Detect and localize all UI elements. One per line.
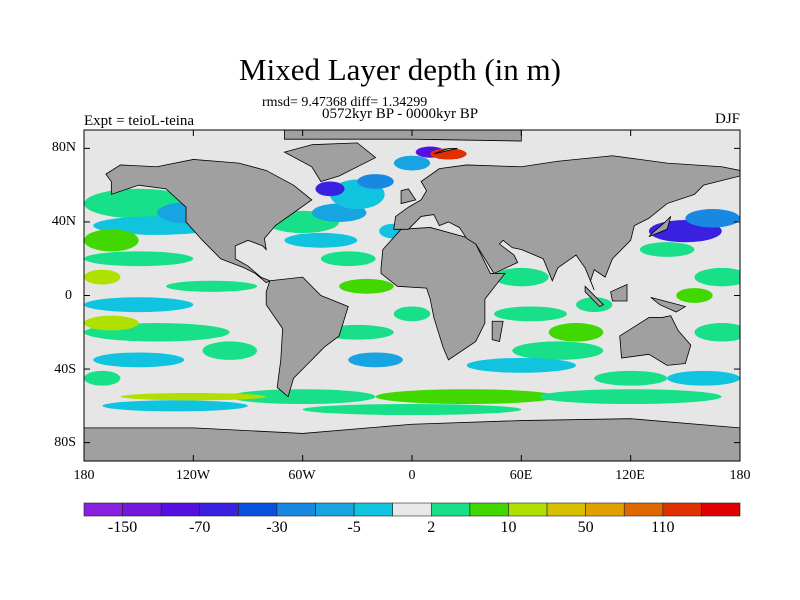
colorbar-box [315,502,355,517]
land-japan [648,216,672,238]
anomaly-patch [202,341,258,360]
colorbar-box [430,502,471,517]
colorbar-box [276,502,316,517]
land-greenland [283,142,377,182]
colorbar-box [238,502,278,517]
anomaly-patch [120,392,267,401]
period-text: 0572kyr BP - 0000kyr BP [322,106,479,122]
y-tick-label: 40N [51,214,76,229]
anomaly-patch [676,288,713,303]
stats-text: rmsd= 9.47368 diff= 1.34299 [262,95,428,110]
anomaly-patch [229,389,376,405]
season-label: DJF [714,111,740,127]
anomaly-patch [685,209,740,228]
colorbar-box [623,502,664,517]
colorbar-label: 110 [651,519,675,536]
colorbar-label: 2 [427,519,436,536]
colorbar-label: -30 [266,519,288,536]
anomaly-patch [375,389,558,405]
land-south-america [265,276,349,398]
x-tick-label: 60E [509,468,533,483]
anomaly-patch [539,389,722,405]
x-tick-label: 180 [729,468,751,483]
y-tick-label: 40S [54,362,76,377]
colorbar-label: -70 [189,519,211,536]
anomaly-patch [576,297,613,313]
anomaly-patch [84,370,121,386]
anomaly-patch [166,280,258,292]
colorbar-label: 10 [500,519,517,536]
colorbar-box [122,502,162,517]
land-new-guinea [650,296,687,313]
land-africa [380,227,506,361]
y-tick-label: 80S [54,435,76,450]
land-north-america [105,159,313,284]
land-madagascar [491,320,504,342]
land-arctic [284,130,522,142]
anomaly-patch [84,315,139,331]
anomaly-patch [512,341,604,360]
anomaly-patch [339,278,394,294]
colorbar-box [83,502,123,517]
colorbar-box [508,502,548,517]
colorbar-box [392,502,432,517]
anomaly-patch [639,242,695,257]
land-antarctica [84,418,740,461]
colorbar-box [662,502,702,517]
colorbar-box [546,502,586,517]
anomaly-patch [430,148,467,160]
anomaly-patch [694,323,740,342]
land-eurasia [393,155,740,291]
land-sumatra [584,285,605,308]
land-uk [400,188,417,205]
anomaly-patch [84,251,194,267]
land-borneo [610,283,628,302]
anomaly-patch [102,400,248,412]
x-tick-label: 0 [408,468,416,483]
colorbar-box [353,502,394,517]
anomaly-patch [348,352,403,368]
anomaly-patch [393,306,431,322]
plot-title: Mixed Layer depth (in m) [239,52,561,87]
colorbar-box [701,502,741,517]
colorbar-box [469,502,509,517]
x-tick-label: 180 [73,468,95,483]
colorbar-label: -5 [347,519,361,536]
colorbar-label: 50 [577,519,594,536]
y-tick-label: 0 [65,288,72,303]
colorbar-label: -150 [107,519,138,536]
anomaly-patch [84,269,121,285]
anomaly-patch [302,403,522,416]
x-tick-label: 120E [615,468,645,483]
anomaly-patch [694,267,740,287]
anomaly-patch [548,323,604,342]
colorbar-box [199,502,239,517]
anomaly-patch [393,155,431,171]
y-tick-label: 80N [51,140,76,155]
anomaly-patch [315,181,345,197]
anomaly-patch [494,306,567,322]
anomaly-patch [284,232,358,248]
anomaly-patch [494,267,549,287]
x-tick-label: 120W [175,468,211,483]
anomaly-patch [667,370,740,386]
anomaly-patch [84,229,139,252]
anomaly-patch [466,357,576,373]
x-tick-label: 60W [288,468,316,483]
land-svalbard [433,147,458,155]
colorbar-box [160,502,201,517]
anomaly-patch [594,370,668,386]
anomaly-patch [357,174,394,189]
colorbar-box [585,502,625,517]
anomaly-patch [93,352,185,368]
experiment-label: Expt = teioL-teina [84,113,195,129]
anomaly-patch [84,297,194,313]
land-australia [619,315,692,366]
anomaly-patch [320,251,376,267]
